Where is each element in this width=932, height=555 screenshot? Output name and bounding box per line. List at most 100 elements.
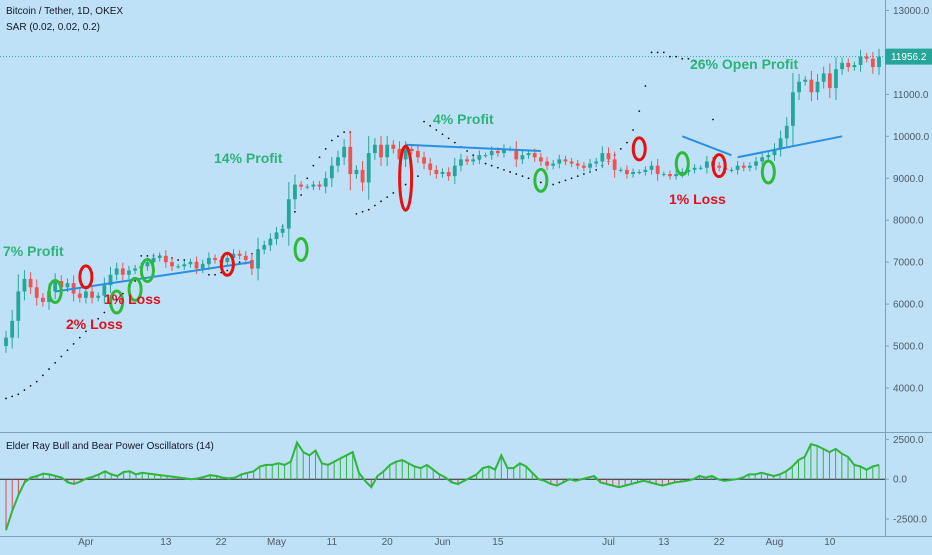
candle-body [827, 73, 832, 89]
candle-body [366, 153, 371, 183]
candle-body [440, 171, 445, 175]
candle-body [305, 186, 310, 188]
sar-dot [447, 137, 450, 140]
sar-dot [318, 156, 321, 159]
sar-dot [453, 141, 456, 144]
sar-dot [496, 166, 499, 169]
candle-body [409, 148, 414, 151]
sar-dot [103, 311, 106, 314]
candle-body [213, 257, 217, 261]
sar-dot [35, 380, 38, 383]
trade-marker [109, 289, 125, 315]
sar-dot [509, 171, 512, 173]
sar-dot [583, 173, 585, 175]
candle-body [163, 255, 168, 263]
candle-body [514, 148, 519, 160]
sar-dot [527, 177, 530, 180]
candle-body [520, 155, 525, 160]
x-tick-label: Apr [78, 537, 94, 548]
sar-dot [330, 139, 333, 142]
sar-dot [705, 59, 708, 62]
sar-dot [570, 177, 573, 180]
candle-body [858, 56, 863, 66]
candle-body [280, 228, 285, 233]
sar-dot [521, 175, 524, 178]
x-tick-label: 22 [714, 537, 726, 548]
candle-body [649, 165, 654, 170]
candle-body [59, 281, 64, 288]
candle-body [704, 161, 709, 168]
x-tick-label: 13 [160, 537, 172, 548]
candle-body [323, 178, 328, 187]
osc-line [5, 440, 880, 531]
sar-dot [472, 154, 475, 157]
candle-body [778, 138, 783, 149]
candle-body [637, 171, 642, 173]
candle-body [760, 157, 765, 162]
candle-body [157, 255, 162, 258]
candle-body [538, 157, 543, 162]
candle-body [428, 163, 433, 170]
candle-body [717, 165, 722, 168]
candle-body [385, 144, 390, 158]
candle-body [809, 79, 814, 93]
sar-dot [681, 57, 684, 60]
sar-dot [638, 110, 641, 113]
candle-body [821, 73, 826, 82]
x-tick-label: 15 [492, 537, 504, 548]
trade-marker [760, 159, 776, 185]
trade-line [405, 143, 541, 152]
candle-body [22, 278, 27, 292]
candle-body [16, 291, 21, 321]
trade-marker [533, 167, 549, 193]
osc-tick-label: -2500.0 [893, 515, 927, 526]
sar-dot [386, 196, 389, 199]
candle-body [680, 171, 685, 175]
candle-body [446, 171, 451, 177]
candle-body [329, 165, 334, 179]
candle-body [127, 270, 131, 275]
candle-body [840, 62, 845, 70]
oscillator-title: Elder Ray Bull and Bear Power Oscillator… [6, 441, 214, 452]
candle-body [465, 159, 469, 162]
trade-marker [631, 136, 647, 162]
trade-annotation: 7% Profit [3, 243, 64, 259]
trade-annotation: 1% Loss [104, 291, 161, 307]
candle-body [452, 165, 457, 177]
sar-dot [17, 393, 20, 396]
candle-body [686, 169, 691, 172]
sar-dot [207, 273, 210, 276]
candle-body [483, 155, 488, 157]
candle-body [618, 169, 623, 171]
sar-dot [312, 164, 315, 167]
candle-body [747, 165, 752, 168]
sar-dot [324, 147, 327, 150]
sar-dot [300, 194, 302, 196]
candle-body [557, 159, 562, 164]
sar-dot [29, 384, 32, 387]
candle-body [834, 69, 838, 89]
candle-body [225, 257, 230, 263]
sar-dot [484, 162, 487, 165]
candle-body [188, 262, 193, 265]
osc-tick-label: 0.0 [893, 475, 907, 486]
candle-body [237, 253, 242, 256]
candle-body [631, 171, 635, 175]
candle-body [28, 278, 33, 288]
candle-body [250, 260, 254, 269]
candle-body [459, 159, 463, 166]
trade-marker [674, 151, 690, 177]
sar-dot [423, 120, 425, 123]
candle-body [754, 161, 758, 166]
y-tick-label: 8000.0 [893, 216, 924, 227]
sar-dot [417, 175, 419, 178]
candle-body [803, 79, 808, 82]
candle-body [53, 281, 58, 292]
sar-dot [97, 317, 100, 320]
trade-marker [139, 258, 155, 284]
candle-body [96, 295, 101, 298]
x-tick-label: 20 [382, 537, 394, 548]
sar-dot [466, 150, 468, 152]
candle-body [870, 58, 875, 68]
candle-body [594, 161, 599, 164]
